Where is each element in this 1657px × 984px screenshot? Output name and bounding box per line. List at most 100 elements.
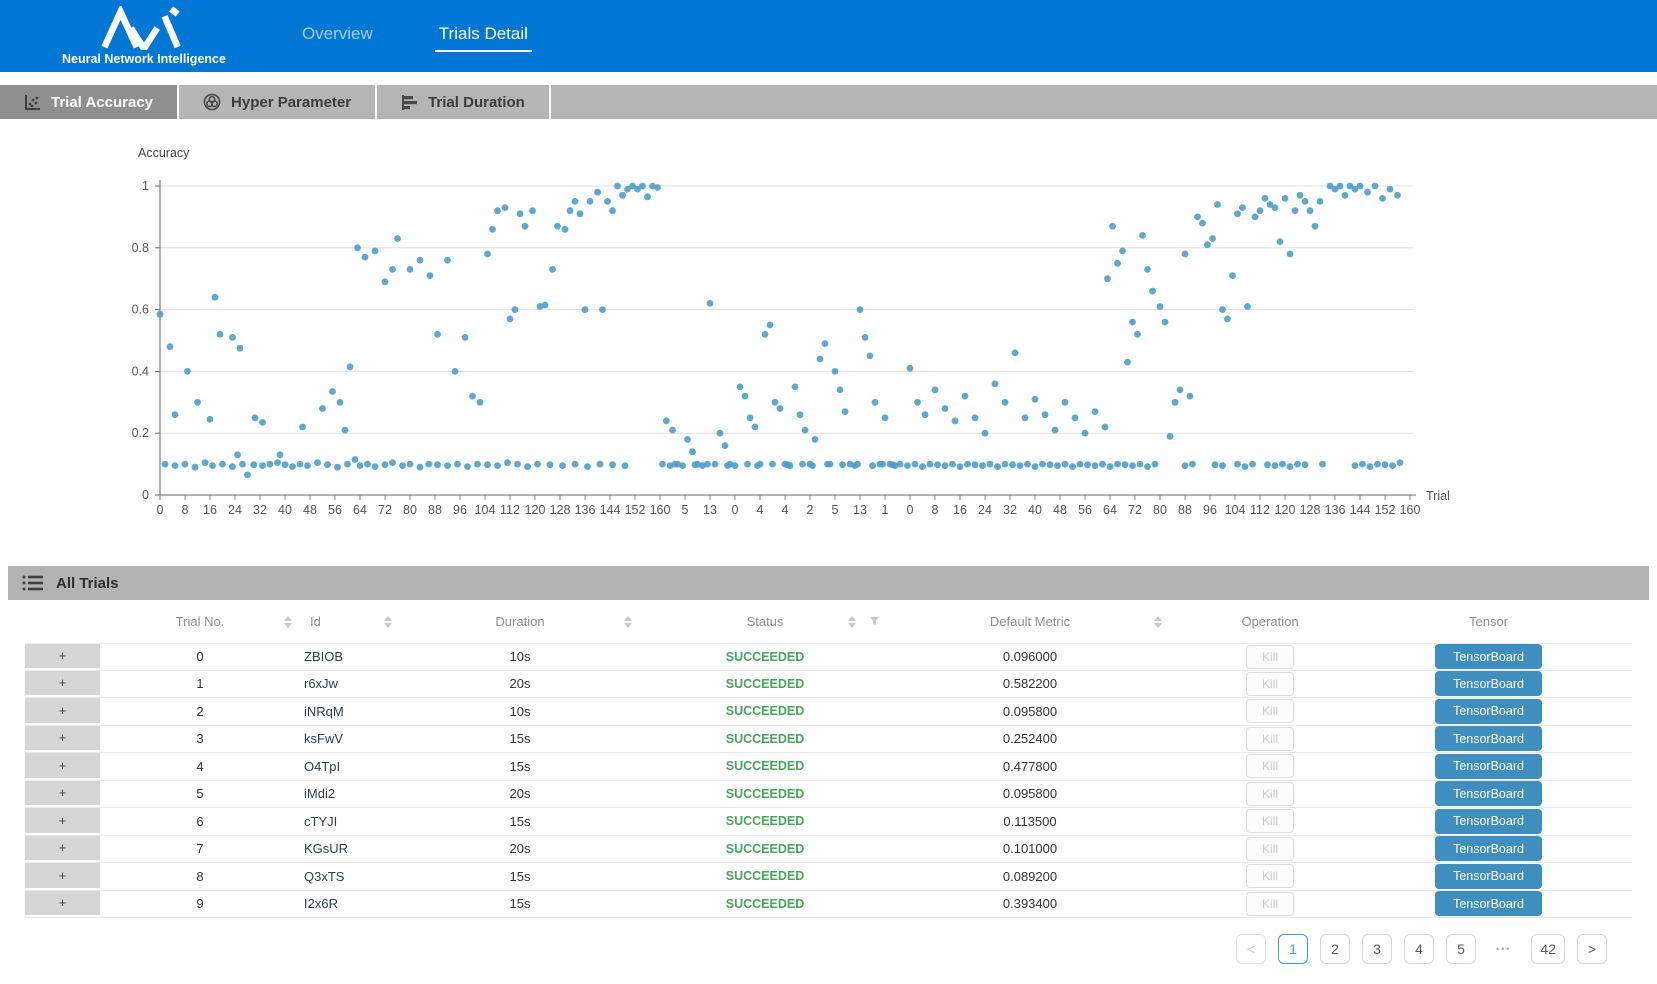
cell-id: ksFwV <box>300 726 400 753</box>
scatter-point <box>452 368 459 375</box>
scatter-point <box>797 411 804 418</box>
scatter-point <box>949 461 956 468</box>
scatter-point <box>1187 393 1194 400</box>
row-expander[interactable]: + <box>25 781 100 808</box>
kill-button[interactable]: Kill <box>1246 645 1294 669</box>
page-button-2[interactable]: 2 <box>1320 934 1350 964</box>
svg-text:40: 40 <box>278 503 292 517</box>
kill-button[interactable]: Kill <box>1246 782 1294 806</box>
row-expander[interactable]: + <box>25 698 100 725</box>
scatter-point <box>1072 414 1079 421</box>
scatter-point <box>732 462 739 469</box>
prev-page-button[interactable]: < <box>1236 934 1266 964</box>
scatter-point <box>1209 235 1216 242</box>
scatter-point <box>407 266 414 273</box>
sort-icon[interactable] <box>624 616 632 628</box>
scatter-point <box>209 462 216 469</box>
cell-id: iNRqM <box>300 698 400 725</box>
scatter-point <box>1294 461 1301 468</box>
kill-button[interactable]: Kill <box>1246 864 1294 888</box>
header-duration[interactable]: Duration <box>400 600 640 643</box>
header-trial-no[interactable]: Trial No. <box>100 600 300 643</box>
list-icon <box>22 574 44 592</box>
cell-default-metric: 0.095800 <box>890 781 1170 808</box>
subtab-trial-duration[interactable]: Trial Duration <box>377 85 551 119</box>
page-button-42[interactable]: 42 <box>1531 934 1565 964</box>
scatter-point <box>494 207 501 214</box>
row-expander[interactable]: + <box>25 863 100 890</box>
kill-button[interactable]: Kill <box>1246 672 1294 696</box>
tensorboard-button[interactable]: TensorBoard <box>1435 699 1542 724</box>
sort-icon[interactable] <box>1154 616 1162 628</box>
scatter-point <box>689 448 696 455</box>
row-expander[interactable]: + <box>25 808 100 835</box>
page-ellipsis-button[interactable]: ••• <box>1488 934 1519 964</box>
page-button-3[interactable]: 3 <box>1362 934 1392 964</box>
cell-default-metric: 0.582200 <box>890 671 1170 698</box>
cell-trial-no: 9 <box>100 891 300 918</box>
scatter-point <box>502 204 509 211</box>
scatter-point <box>1212 461 1219 468</box>
scatter-point <box>289 463 296 470</box>
kill-button[interactable]: Kill <box>1246 809 1294 833</box>
scatter-point <box>832 368 839 375</box>
tensorboard-button[interactable]: TensorBoard <box>1435 836 1542 861</box>
scatter-point <box>329 388 336 395</box>
scatter-point <box>1272 462 1279 469</box>
header-status[interactable]: Status <box>640 600 890 643</box>
row-expander[interactable]: + <box>25 836 100 863</box>
cell-tensor: TensorBoard <box>1370 836 1607 863</box>
row-expander[interactable]: + <box>25 753 100 780</box>
kill-button[interactable]: Kill <box>1246 699 1294 723</box>
scatter-point <box>1114 260 1121 267</box>
header-id[interactable]: Id <box>300 600 400 643</box>
tensorboard-button[interactable]: TensorBoard <box>1435 754 1542 779</box>
tensorboard-button[interactable]: TensorBoard <box>1435 781 1542 806</box>
scatter-point <box>202 459 209 466</box>
filter-icon[interactable] <box>869 616 880 627</box>
scatter-point <box>1084 461 1091 468</box>
cell-id: iMdi2 <box>300 781 400 808</box>
svg-text:56: 56 <box>1078 503 1092 517</box>
scatter-point <box>684 436 691 443</box>
kill-button[interactable]: Kill <box>1246 837 1294 861</box>
row-expander[interactable]: + <box>25 891 100 918</box>
tensorboard-button[interactable]: TensorBoard <box>1435 726 1542 751</box>
scatter-point <box>372 248 379 255</box>
tab-overview[interactable]: Overview <box>298 20 377 52</box>
brand: Neural Network Intelligence <box>62 6 226 66</box>
header-default-metric[interactable]: Default Metric <box>890 600 1170 643</box>
page-button-4[interactable]: 4 <box>1404 934 1434 964</box>
scatter-point <box>192 464 199 471</box>
row-expander[interactable]: + <box>25 644 100 670</box>
scatter-point <box>972 414 979 421</box>
kill-button[interactable]: Kill <box>1246 727 1294 751</box>
scatter-point <box>1152 461 1159 468</box>
row-expander[interactable]: + <box>25 726 100 753</box>
page-button-1[interactable]: 1 <box>1278 934 1308 964</box>
subtab-hyper-parameter[interactable]: Hyper Parameter <box>179 85 377 119</box>
tensorboard-button[interactable]: TensorBoard <box>1435 864 1542 889</box>
scatter-point <box>754 462 761 469</box>
plus-icon: + <box>59 868 67 883</box>
tensorboard-button[interactable]: TensorBoard <box>1435 644 1542 669</box>
scatter-point <box>1047 461 1054 468</box>
sort-icon[interactable] <box>284 616 292 628</box>
sort-icon[interactable] <box>848 616 856 628</box>
tensorboard-button[interactable]: TensorBoard <box>1435 891 1542 916</box>
plus-icon: + <box>59 758 67 773</box>
next-page-button[interactable]: > <box>1577 934 1607 964</box>
sort-icon[interactable] <box>384 616 392 628</box>
kill-button[interactable]: Kill <box>1246 754 1294 778</box>
subtab-trial-accuracy[interactable]: Trial Accuracy <box>0 85 179 119</box>
kill-button[interactable]: Kill <box>1246 892 1294 916</box>
scatter-point <box>1317 198 1324 205</box>
page-button-5[interactable]: 5 <box>1446 934 1476 964</box>
scatter-point <box>554 223 561 230</box>
tab-trials-detail[interactable]: Trials Detail <box>435 20 532 52</box>
tensorboard-button[interactable]: TensorBoard <box>1435 809 1542 834</box>
column-label: Default Metric <box>990 614 1070 629</box>
row-expander[interactable]: + <box>25 671 100 698</box>
scatter-point <box>822 340 829 347</box>
tensorboard-button[interactable]: TensorBoard <box>1435 671 1542 696</box>
